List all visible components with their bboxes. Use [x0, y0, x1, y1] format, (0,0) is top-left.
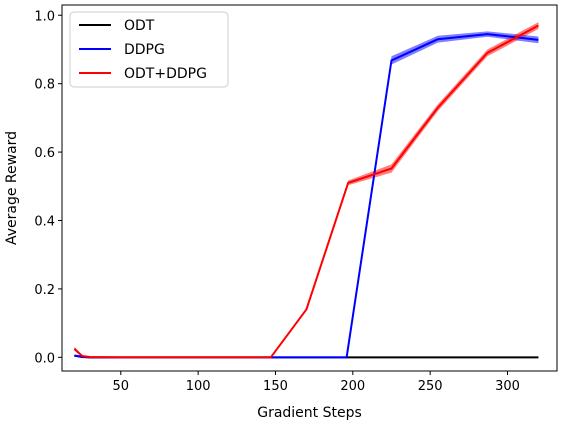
plot-area-frame [61, 4, 558, 372]
x-tick-label: 250 [418, 379, 443, 394]
x-tick-label: 150 [263, 379, 288, 394]
y-tick-label: 0.6 [34, 146, 55, 161]
legend: ODT DDPG ODT+DDPG [69, 11, 229, 88]
y-tick-label: 0.4 [34, 214, 55, 229]
x-tick-label: 200 [340, 379, 365, 394]
series-line-2 [73, 24, 539, 359]
y-axis-label: Average Reward [4, 131, 20, 245]
x-axis-label: Gradient Steps [257, 405, 362, 421]
y-tick-label: 0.8 [34, 78, 55, 93]
x-tick-label: 300 [495, 379, 520, 394]
legend-label: DDPG [124, 42, 165, 58]
series-lines [73, 24, 539, 359]
legend-label: ODT+DDPG [124, 66, 207, 82]
y-tick-label: 1.0 [34, 9, 55, 24]
legend-box [69, 11, 229, 88]
y-axis-ticks: 0.0 0.2 0.4 0.6 0.8 1.0 [34, 9, 62, 366]
x-tick-label: 100 [186, 379, 211, 394]
y-tick-label: 0.0 [34, 351, 55, 366]
x-tick-label: 50 [113, 379, 130, 394]
legend-label: ODT [124, 18, 155, 34]
x-axis-ticks: 50 100 150 200 250 300 [113, 371, 520, 394]
y-tick-label: 0.2 [34, 283, 55, 298]
